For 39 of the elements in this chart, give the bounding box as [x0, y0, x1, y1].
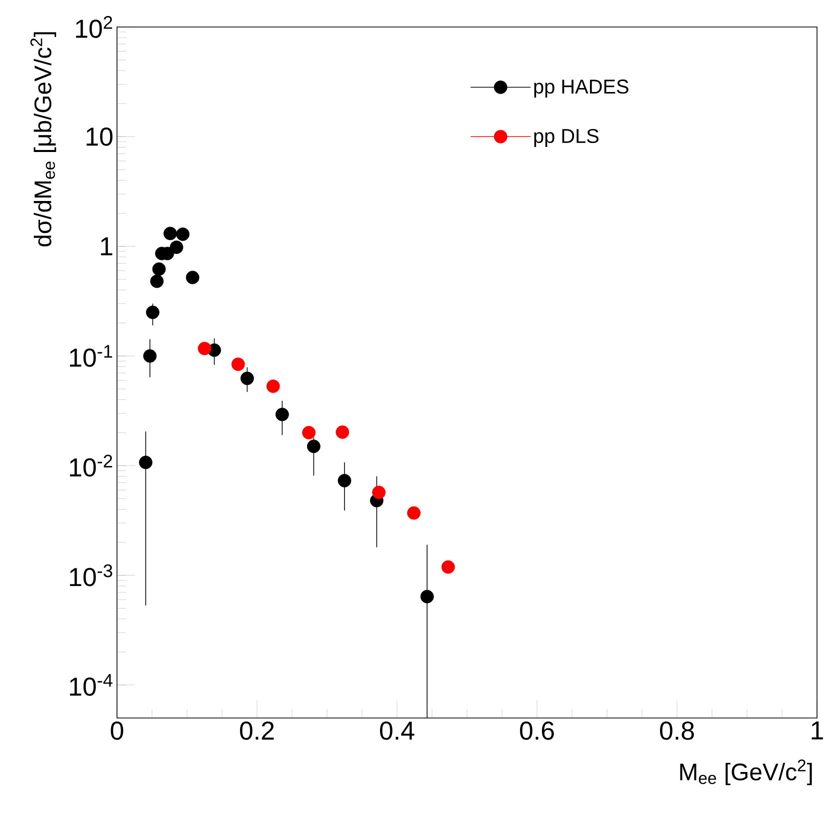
point	[231, 358, 245, 371]
x-tick-label: 0.8	[660, 722, 694, 740]
y-tick-label: 10$^{-4}$	[70, 674, 112, 696]
point	[441, 560, 455, 574]
y-tick-label: 10$^{-1}$	[70, 345, 112, 367]
y-tick-label: 10	[86, 127, 112, 146]
y-tick-label: 10$^{2}$	[76, 16, 112, 38]
point	[372, 486, 386, 500]
point	[240, 372, 254, 386]
point	[143, 349, 157, 363]
point	[198, 342, 212, 356]
point	[420, 590, 434, 604]
point	[307, 440, 320, 454]
y-axis-title: dσ/dM$_{ee}$ [μb/GeV/c$^{2}$]	[30, 32, 56, 246]
x-tick-label: 0	[110, 722, 124, 740]
x-tick-label: 0.2	[240, 722, 274, 740]
point	[170, 240, 184, 254]
point	[266, 380, 280, 393]
point	[176, 227, 190, 241]
y-tick-label: 1	[101, 237, 112, 256]
point	[302, 426, 316, 440]
point	[146, 306, 160, 320]
x-tick-label: 1	[812, 722, 823, 740]
point	[186, 270, 200, 284]
point	[407, 506, 421, 520]
point	[150, 274, 164, 288]
y-tick-label: 10$^{-2}$	[70, 454, 112, 477]
point	[152, 262, 166, 276]
x-tick-label: 0.4	[380, 722, 414, 740]
point	[164, 226, 177, 240]
legend-label: pp DLS	[534, 128, 598, 147]
x-tick-label: 0.6	[520, 722, 554, 740]
point	[276, 408, 289, 422]
point	[139, 456, 152, 470]
point	[336, 425, 350, 439]
x-axis-title: M$_{ee}$ [GeV/c$^{2}$]	[680, 760, 812, 786]
y-tick-label: 10$^{-3}$	[70, 564, 112, 586]
point	[338, 474, 352, 488]
legend-label: pp HADES	[534, 80, 628, 98]
